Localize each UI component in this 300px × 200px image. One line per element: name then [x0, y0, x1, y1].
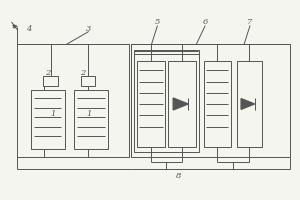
Bar [17, 44, 129, 157]
Polygon shape [241, 99, 254, 109]
Bar [134, 50, 199, 152]
Polygon shape [173, 98, 188, 110]
Text: 2: 2 [45, 69, 51, 77]
Text: 3: 3 [86, 25, 92, 33]
Bar [81, 76, 95, 86]
Bar [168, 61, 196, 147]
Text: 5: 5 [155, 18, 160, 26]
Text: 1: 1 [86, 110, 92, 118]
Bar [136, 61, 165, 147]
Text: 7: 7 [247, 18, 253, 26]
Text: 8: 8 [176, 172, 181, 180]
Bar [130, 44, 290, 157]
Bar [31, 90, 65, 149]
Text: 6: 6 [202, 18, 208, 26]
Text: 1: 1 [50, 110, 56, 118]
Bar [74, 90, 108, 149]
Bar [237, 61, 262, 147]
Text: 2: 2 [80, 69, 86, 77]
Text: 4: 4 [26, 25, 32, 33]
Bar [204, 61, 231, 147]
Bar [44, 76, 58, 86]
